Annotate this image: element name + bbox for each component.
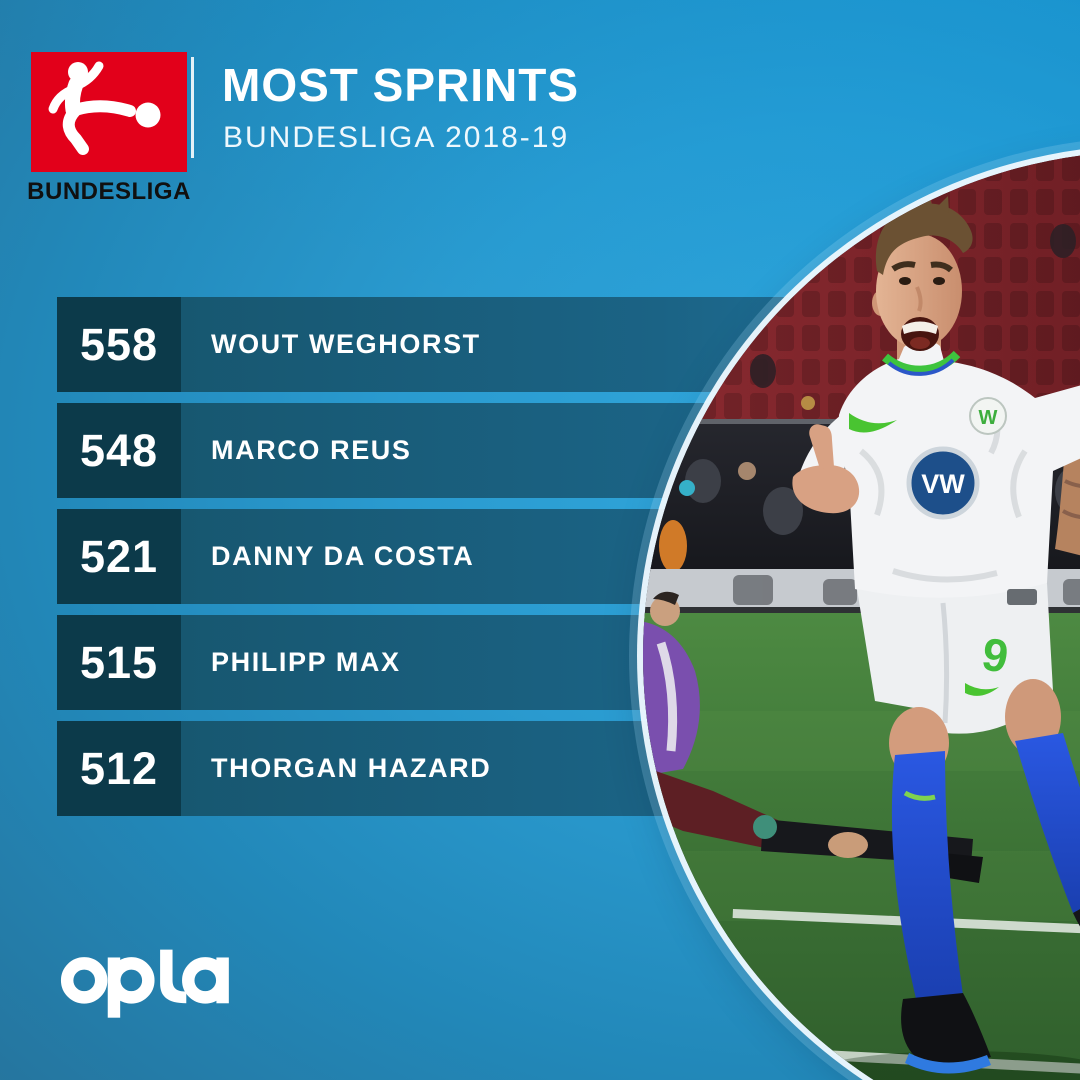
sprint-count: 521 [57, 509, 181, 604]
bundesliga-wordmark: BUNDESLIGA [27, 178, 191, 205]
player-photo-illustration: W VW 9 [643, 151, 1080, 1080]
player-photo-circle: W VW 9 [643, 151, 1080, 1080]
vw-badge: VW [906, 446, 980, 520]
wolfsburg-badge: W [969, 397, 1007, 435]
bundesliga-logo [31, 52, 187, 172]
nike-swoosh-icon [849, 413, 897, 433]
main-player-figure: W VW 9 [792, 187, 1080, 1074]
page-subtitle: BUNDESLIGA 2018-19 [223, 121, 570, 154]
sprint-count: 512 [57, 721, 181, 816]
svg-text:VW: VW [921, 469, 965, 499]
sprint-count: 548 [57, 403, 181, 498]
page-title: MOST SPRINTS [222, 59, 580, 111]
sprint-count: 515 [57, 615, 181, 710]
opta-logo [58, 944, 238, 1027]
sprint-count: 558 [57, 297, 181, 392]
bundesliga-kicker-logo [48, 61, 161, 155]
svg-text:W: W [979, 407, 998, 429]
nike-swoosh-icon [965, 683, 999, 696]
header-divider [191, 57, 194, 158]
